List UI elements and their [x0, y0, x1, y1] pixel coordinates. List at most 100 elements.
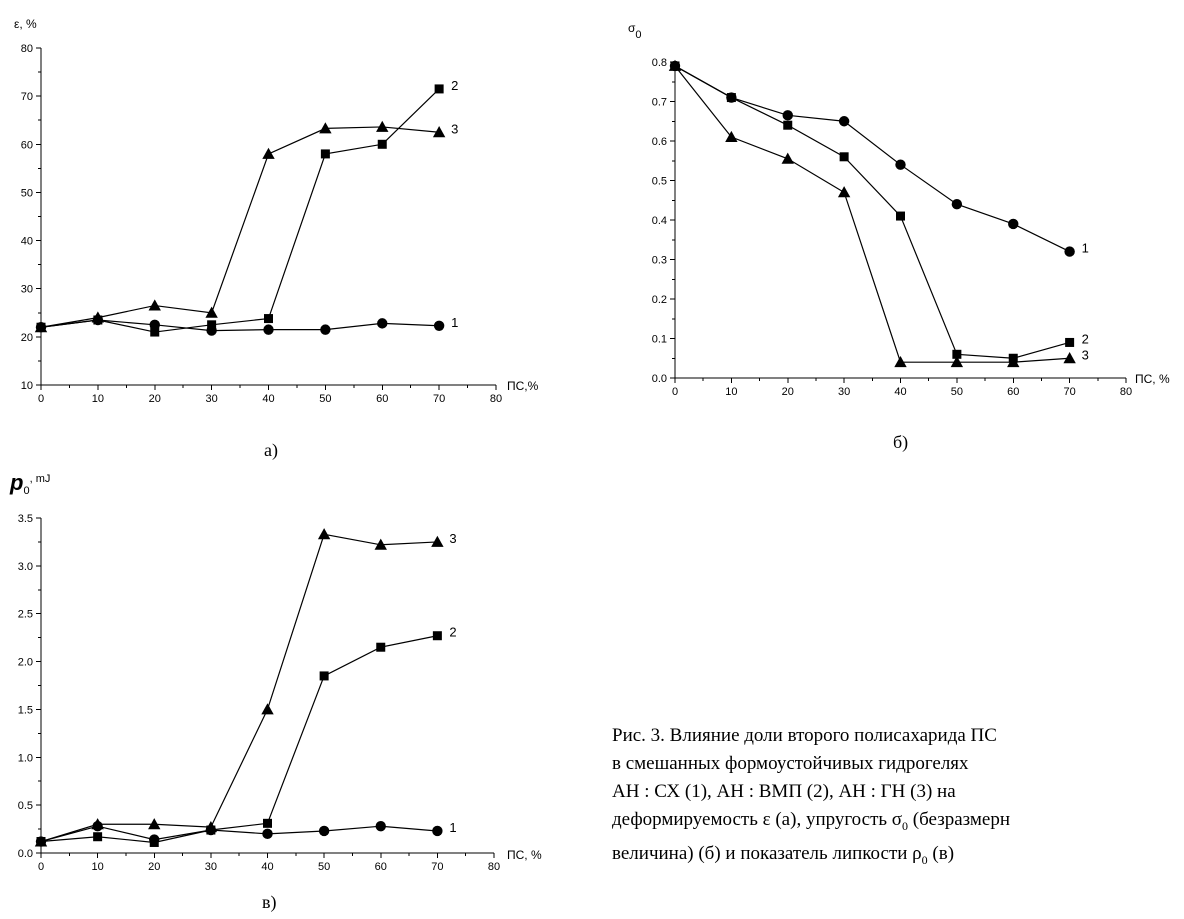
caption-line-5-a: величина) (б) и показатель липкости ρ [612, 842, 922, 864]
panel-b-series-3-point [725, 130, 738, 143]
panel-a-series-3-point [262, 147, 275, 159]
panel-a-x-tick-label: 70 [433, 393, 445, 405]
panel-b-x-tick-label: 80 [1120, 386, 1132, 398]
panel-a-x-tick-label: 30 [206, 393, 218, 405]
panel-b-x-tick-label: 10 [725, 386, 737, 398]
panel-a-series-1-line [40, 319, 440, 332]
panel-b-y-tick-label: 0.5 [652, 176, 667, 188]
panel-a-y-tick-label: 60 [21, 139, 33, 151]
panel-v-chart: 0 10 20 30 40 50 60 70 80 0.0 0.5 1.0 1.5 2.0 2.5 3.0 3.… [9, 470, 542, 873]
caption-line-3: АН : СХ (1), АН : ВМП (2), АН : ГН (3) н… [612, 781, 956, 802]
panel-b-series-1-point [951, 199, 963, 210]
figure-caption: Рис. 3. Влияние доли второго полисахарид… [612, 722, 1184, 874]
panel-v-series-2-line [40, 635, 438, 844]
panel-v-y-axis-title: p0, mJ [9, 470, 50, 497]
panel-b-x-tick-label: 40 [894, 386, 906, 398]
panel-b-series-1-point [838, 116, 850, 127]
panel-a-y-tick-label: 80 [21, 43, 33, 55]
panel-a-y-tick-label: 70 [21, 91, 33, 103]
panel-v-series-3-point [317, 528, 331, 540]
panel-b-series-2-point [839, 152, 849, 162]
panel-b-series-3-label: 3 [1082, 347, 1089, 362]
panel-a-series-2-point [150, 327, 160, 337]
panel-a-x-tick-label: 50 [319, 393, 331, 405]
caption-line-5-b: (в) [927, 842, 955, 864]
panel-v-series-2-point [263, 818, 272, 828]
panel-a-series-2-point [320, 149, 330, 159]
panel-a-series-2-line [40, 88, 440, 333]
panel-v-y-tick-label: 3.5 [18, 513, 33, 525]
caption-line-5-sub: 0 [921, 852, 928, 867]
panel-a-series-3-point [376, 120, 389, 132]
panel-b-x-tick-label: 50 [951, 386, 963, 398]
panel-v-series-3-point [91, 818, 104, 830]
panel-b-series-2-point [896, 211, 905, 221]
panel-b-series-2-point [726, 93, 736, 103]
panel-b-series-2-label: 2 [1082, 331, 1089, 346]
panel-a-series-3-label: 3 [451, 121, 458, 136]
panel-v-series-1-point [432, 825, 443, 837]
panel-a-series-3-point [148, 299, 161, 311]
panel-v-series-3-point [431, 535, 444, 547]
panel-a-series-3-point [34, 321, 48, 333]
panel-b-series-2-line [674, 65, 1070, 359]
panel-a-series-3-point [205, 306, 218, 318]
panel-v-x-tick-label: 30 [205, 861, 217, 873]
panel-b-y-tick-label: 0.2 [652, 294, 667, 306]
panel-b-letter: б) [893, 432, 909, 452]
panel-a-series-1-point [263, 324, 274, 335]
panel-a-series-2-point [434, 84, 444, 94]
panel-v-series-3-point [148, 818, 161, 830]
panel-b-series-1-point [1008, 218, 1019, 230]
panel-b-series-1-label: 1 [1082, 241, 1089, 256]
panel-v-y-tick-label: 0.0 [18, 848, 33, 860]
panel-v-series-2-point [93, 832, 103, 842]
panel-a-y-tick-label: 50 [21, 187, 33, 199]
panel-v-series-3-label: 3 [449, 531, 456, 546]
panel-v-series-2-point [149, 837, 159, 847]
panel-b-x-tick-label: 60 [1007, 386, 1019, 398]
panel-b-series-3-point [668, 59, 682, 71]
panel-v-series-3-point [374, 538, 387, 550]
panel-a-series-1-label: 1 [451, 315, 458, 330]
panel-b-x-tick-label: 70 [1064, 386, 1076, 398]
panel-a-series-2-label: 2 [451, 78, 458, 93]
panel-b-y-tick-label: 0.3 [652, 255, 667, 267]
panel-b-series-3-point [894, 356, 907, 368]
panel-b-series-2-point [783, 120, 793, 130]
panel-a-series-1-point [377, 318, 388, 329]
panel-b-series-2-point [1065, 337, 1075, 347]
panel-v-series-3-point [261, 703, 274, 715]
panel-v-series-2-point [376, 642, 386, 652]
panel-b-y-axis-title: σ0 [628, 21, 642, 41]
panel-b-y-tick-label: 0.1 [652, 334, 667, 346]
panel-b-x-axis-title: ПС, % [1135, 372, 1170, 386]
panel-v-y-tick-label: 2.5 [18, 609, 33, 621]
panel-b-series-2-point [952, 349, 962, 359]
panel-b-y-tick-label: 0.8 [652, 57, 667, 69]
panel-v-series-1-label: 1 [449, 820, 456, 835]
caption-line-2: в смешанных формоустойчивых гидрогелях [612, 753, 969, 774]
panel-b-chart: 0 10 20 30 40 50 60 70 80 0.0 0.1 0.2 0.3 0.4 0.5 0.6 0.… [628, 21, 1170, 398]
panel-a-series-2-point [264, 314, 273, 324]
panel-b-y-tick-label: 0.6 [652, 136, 667, 148]
panel-b-x-tick-label: 30 [838, 386, 850, 398]
panel-a-series-1-point [433, 320, 445, 331]
panel-a-series-2-point [377, 139, 387, 149]
panel-v-series-1-line [40, 825, 438, 843]
panel-a-series-3-line [40, 126, 440, 328]
panel-b-series-1-point [1064, 246, 1075, 257]
panel-a-x-tick-label: 0 [38, 393, 44, 405]
panel-b-series-3-point [837, 186, 851, 198]
panel-a-series-3-point [319, 122, 332, 134]
panel-a-series-2-point [207, 320, 217, 330]
panel-a-x-tick-label: 20 [149, 393, 161, 405]
panel-v-series-2-label: 2 [449, 625, 456, 640]
panel-a-x-tick-label: 60 [376, 393, 388, 405]
panel-v-x-tick-label: 70 [431, 861, 443, 873]
panel-a-y-tick-label: 10 [21, 380, 33, 392]
caption-line-4-a: деформируемость ε (а), упругость σ [612, 809, 903, 830]
panel-b-series-1-point [782, 110, 793, 121]
panel-v-series-2-point [319, 671, 329, 681]
